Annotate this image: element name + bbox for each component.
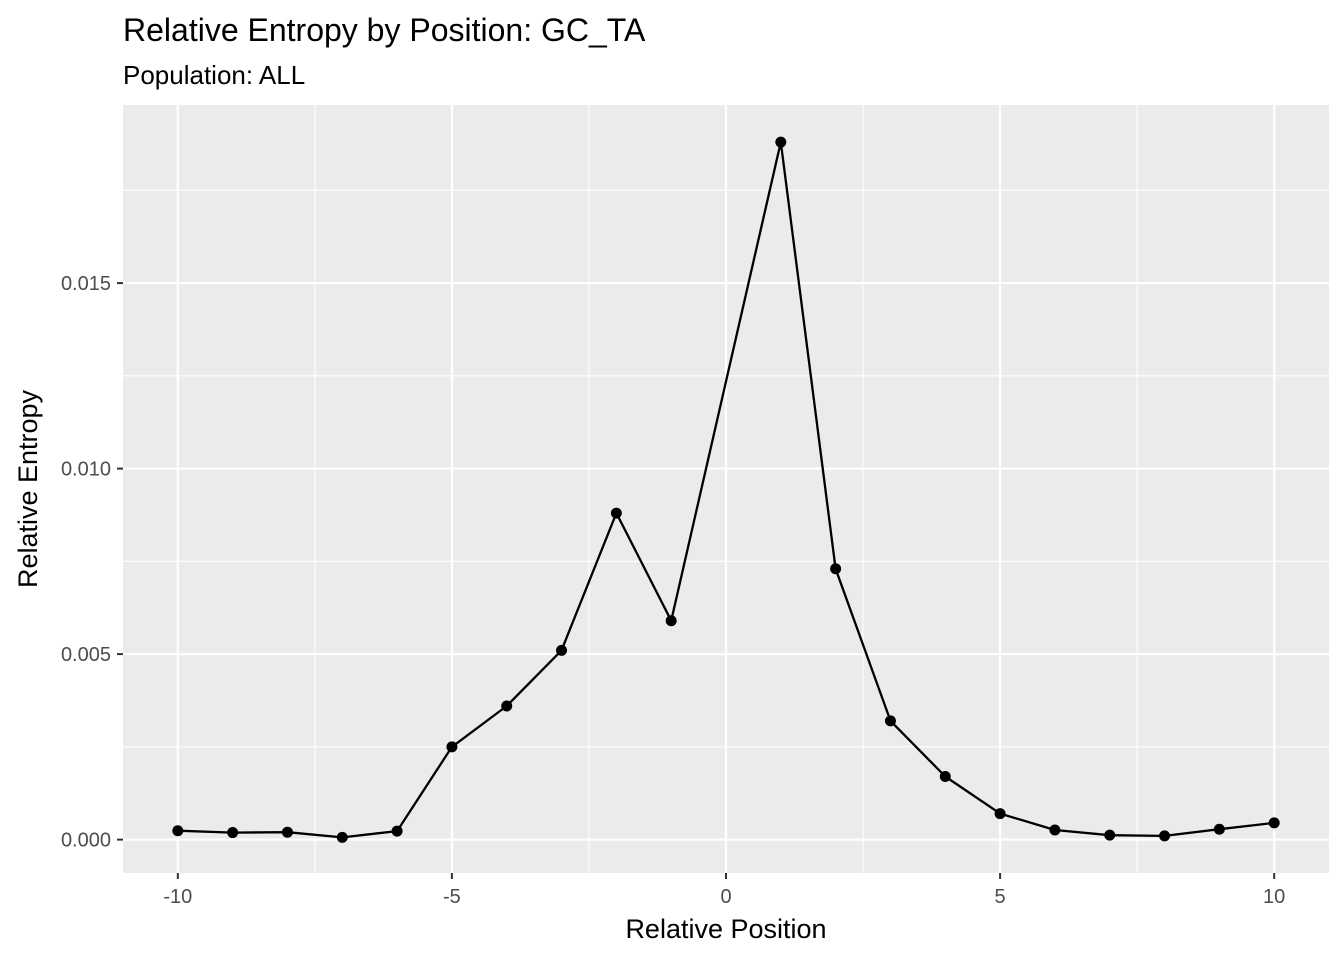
chart-subtitle: Population: ALL	[123, 60, 305, 90]
x-axis-title: Relative Position	[625, 914, 826, 944]
data-point	[939, 771, 951, 783]
x-axis: -10 -5 0 5 10	[163, 873, 1285, 908]
data-point	[884, 715, 896, 727]
data-point	[1159, 830, 1171, 842]
x-tick-label: -10	[163, 886, 192, 908]
y-tick-label: 0.000	[61, 830, 111, 852]
data-point	[830, 563, 842, 575]
data-point	[501, 700, 513, 712]
data-point	[1104, 829, 1116, 841]
data-point	[172, 825, 184, 837]
x-tick-label: -5	[443, 886, 461, 908]
series-line	[177, 140, 1275, 839]
data-point	[775, 136, 787, 148]
data-point	[994, 808, 1006, 820]
y-axis: 0.000 0.005 0.010 0.015	[61, 273, 123, 852]
y-axis-title: Relative Entropy	[13, 389, 43, 588]
data-point	[391, 825, 403, 837]
data-series	[172, 136, 1280, 843]
data-point	[610, 507, 622, 519]
data-point	[446, 741, 458, 753]
x-tick-label: 10	[1263, 886, 1285, 908]
y-tick-label: 0.015	[61, 273, 111, 295]
data-point	[336, 831, 348, 843]
data-point	[665, 615, 677, 627]
data-point	[1049, 824, 1061, 836]
x-tick-label: 5	[995, 886, 1006, 908]
data-point	[1213, 823, 1225, 835]
y-tick-label: 0.005	[61, 644, 111, 666]
data-point	[281, 826, 293, 838]
chart-title: Relative Entropy by Position: GC_TA	[123, 12, 646, 48]
y-tick-label: 0.010	[61, 459, 111, 481]
data-point	[556, 644, 568, 656]
data-point	[1268, 817, 1280, 829]
x-tick-label: 0	[720, 886, 731, 908]
data-point	[227, 827, 239, 839]
